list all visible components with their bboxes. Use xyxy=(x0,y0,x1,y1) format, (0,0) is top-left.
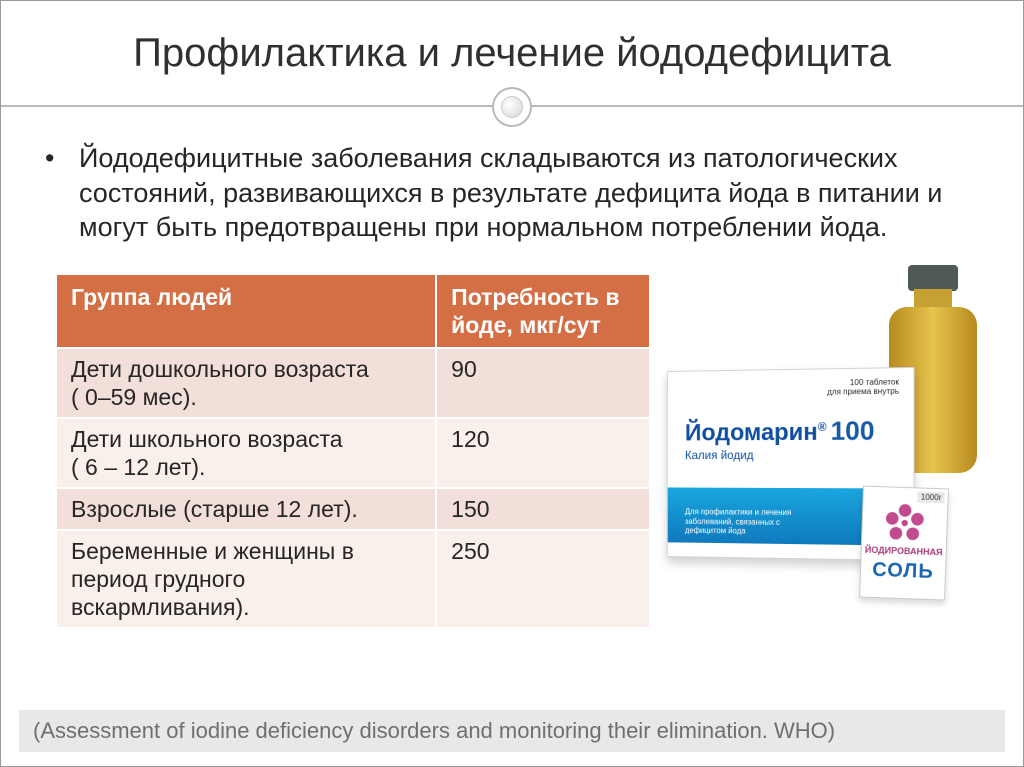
cell: Взрослые (старше 12 лет). xyxy=(56,488,436,530)
cell: Дети школьного возраста ( 6 – 12 лет). xyxy=(56,418,436,488)
footer-citation: (Assessment of iodine deficiency disorde… xyxy=(19,710,1005,752)
box-count: 100 таблетокдля приема внутрь xyxy=(827,378,899,397)
product-illustration: 100 таблетокдля приема внутрь Йодомарин®… xyxy=(657,273,991,593)
cell: 120 xyxy=(436,418,650,488)
decorative-ring-icon xyxy=(492,87,532,127)
lower-row: Группа людей Потребность в йоде, мкг/сут… xyxy=(55,273,991,629)
slide-body: Йододефицитные заболевания складываются … xyxy=(1,107,1023,629)
cell: Беременные и женщины в период грудного в… xyxy=(56,530,436,628)
col-header-need: Потребность в йоде, мкг/сут xyxy=(436,274,650,348)
box-sub: Калия йодид xyxy=(685,448,754,462)
table-row: Беременные и женщины в период грудного в… xyxy=(56,530,650,628)
cell: 150 xyxy=(436,488,650,530)
box-blurb: Для профилактики и лечениязаболеваний, с… xyxy=(685,507,791,535)
intro-bullet: Йододефицитные заболевания складываются … xyxy=(55,141,991,245)
table-body: Дети дошкольного возраста ( 0–59 мес). 9… xyxy=(56,348,650,628)
salt-weight: 1000г xyxy=(918,491,945,503)
slide: Профилактика и лечение йододефицита Йодо… xyxy=(0,0,1024,767)
table-row: Дети дошкольного возраста ( 0–59 мес). 9… xyxy=(56,348,650,418)
salt-pack: 1000г ЙОДИРОВАННАЯ СОЛЬ xyxy=(859,485,949,600)
box-brand: Йодомарин®100 xyxy=(685,415,875,447)
requirement-table: Группа людей Потребность в йоде, мкг/сут… xyxy=(55,273,651,629)
salt-line1: ЙОДИРОВАННАЯ xyxy=(862,544,946,557)
flower-icon xyxy=(883,501,926,544)
table-row: Дети школьного возраста ( 6 – 12 лет). 1… xyxy=(56,418,650,488)
col-header-group: Группа людей xyxy=(56,274,436,348)
cell: 90 xyxy=(436,348,650,418)
cell: Дети дошкольного возраста ( 0–59 мес). xyxy=(56,348,436,418)
table-row: Взрослые (старше 12 лет). 150 xyxy=(56,488,650,530)
cell: 250 xyxy=(436,530,650,628)
salt-line2: СОЛЬ xyxy=(861,558,946,584)
slide-title: Профилактика и лечение йододефицита xyxy=(133,31,891,76)
